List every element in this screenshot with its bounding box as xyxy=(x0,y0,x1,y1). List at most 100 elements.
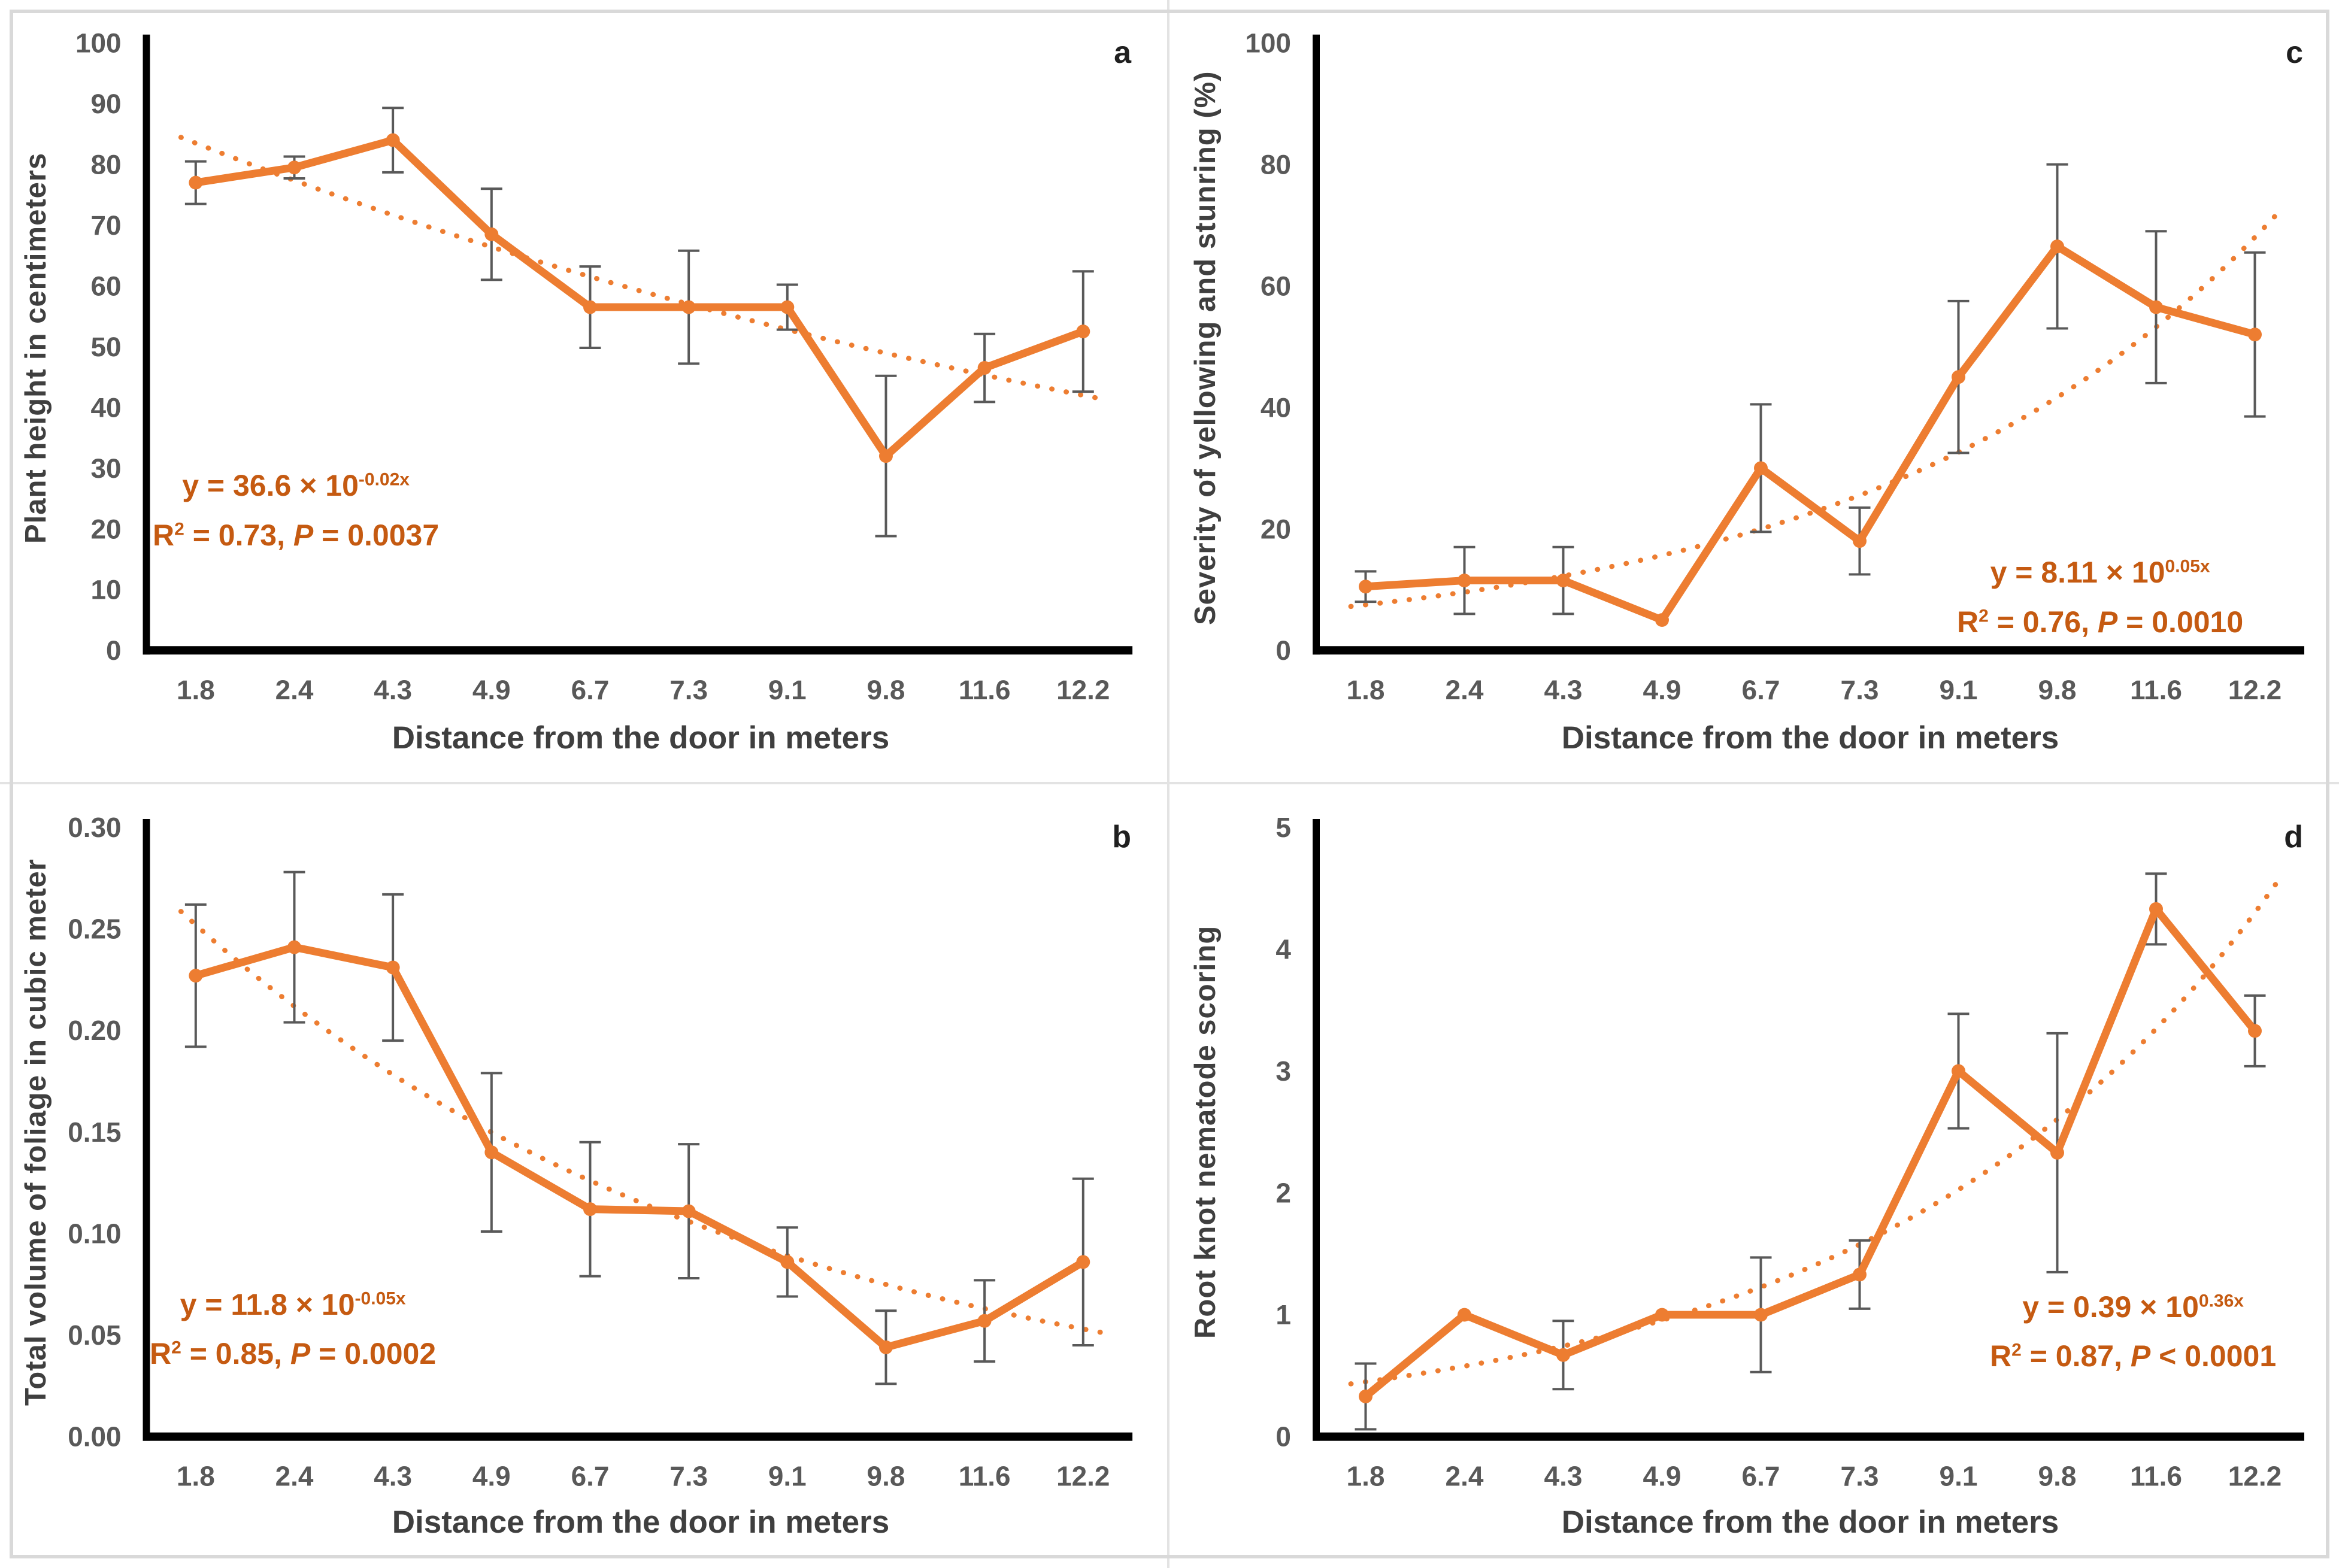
data-point xyxy=(681,300,696,314)
y-tick-label: 80 xyxy=(1261,149,1291,180)
panel-letter: a xyxy=(1114,35,1131,70)
y-tick-label: 70 xyxy=(91,210,122,241)
data-point xyxy=(1556,1348,1570,1362)
chart-c-svg: 0 20 40 60 80 100 1.8 2.4 4.3 4.9 6.7 7.3 9.1 9.8 11.6… xyxy=(1245,28,2304,705)
data-point xyxy=(2149,300,2163,314)
r-label: R xyxy=(153,518,175,552)
data-point xyxy=(1458,574,1471,588)
regression-equation: y = 8.11 × 100.05x R2 = 0.76, P = 0.0010 xyxy=(1957,548,2243,647)
data-point xyxy=(780,300,795,314)
data-point xyxy=(1655,1308,1669,1322)
data-point xyxy=(2248,327,2262,342)
panel-b: 0.00 0.05 0.10 0.15 0.20 0.25 0.30 1.8 2.4 4.3 4.9… xyxy=(0,784,1170,1568)
x-tick-label: 1.8 xyxy=(177,674,215,705)
data-point xyxy=(386,960,400,975)
x-tick-label: 4.3 xyxy=(1544,1460,1583,1491)
y-axis-title: Plant height in centimeters xyxy=(20,152,52,544)
equation-line: y = 0.39 × 100.36x xyxy=(1990,1282,2276,1332)
data-point xyxy=(1952,370,1965,384)
r-value: = 0.73, xyxy=(184,518,293,552)
data-point xyxy=(1754,1308,1768,1322)
equation-lhs: y = 8.11 × 10 xyxy=(1990,556,2165,589)
x-tick-label: 12.2 xyxy=(2228,1460,2282,1491)
y-tick-label: 40 xyxy=(1261,392,1291,423)
r-value: = 0.76, xyxy=(1988,605,2098,639)
x-tick-label: 6.7 xyxy=(1742,1460,1780,1491)
equation-lhs: y = 11.8 × 10 xyxy=(180,1287,355,1321)
trend-line xyxy=(1348,881,2279,1387)
y-tick-label: 5 xyxy=(1275,811,1291,842)
data-point xyxy=(583,300,597,314)
equation-lhs: y = 36.6 × 10 xyxy=(182,469,359,502)
chart-b-svg: 0.00 0.05 0.10 0.15 0.20 0.25 0.30 1.8 2.4 4.3 4.9… xyxy=(68,811,1133,1491)
x-tick-label: 11.6 xyxy=(2130,674,2182,705)
x-tick-label: 9.8 xyxy=(2038,1460,2077,1491)
data-point xyxy=(878,1340,893,1354)
data-point xyxy=(1076,324,1090,339)
p-value: = 0.0037 xyxy=(313,518,440,552)
data-point xyxy=(2149,902,2163,916)
x-tick-label: 6.7 xyxy=(571,1460,610,1491)
data-point xyxy=(1556,574,1570,588)
data-point xyxy=(878,449,893,463)
p-value: = 0.0010 xyxy=(2117,605,2244,639)
r-label: R xyxy=(1957,605,1979,639)
equation-line: y = 36.6 × 10-0.02x xyxy=(153,461,439,511)
y-axis-title: Root knot nematode scoring xyxy=(1189,925,1222,1339)
x-tick-label: 4.9 xyxy=(1643,1460,1681,1491)
y-tick-label: 1 xyxy=(1275,1299,1291,1330)
data-point xyxy=(287,940,301,954)
trend-line xyxy=(1348,213,2279,609)
x-tick-label: 9.8 xyxy=(867,1460,905,1491)
y-tick-label: 60 xyxy=(1261,271,1291,302)
p-label: P xyxy=(293,518,314,552)
p-value: = 0.0002 xyxy=(310,1337,437,1370)
x-tick-label: 9.1 xyxy=(1940,674,1978,705)
y-tick-label: 60 xyxy=(91,271,122,302)
p-label: P xyxy=(2130,1339,2151,1373)
y-tick-label: 0 xyxy=(106,635,122,666)
data-point xyxy=(484,227,499,241)
equation-line: y = 8.11 × 100.05x xyxy=(1957,548,2243,598)
x-tick-label: 9.1 xyxy=(768,674,807,705)
panel-letter: b xyxy=(1112,819,1131,854)
regression-equation: y = 11.8 × 10-0.05x R2 = 0.85, P = 0.000… xyxy=(150,1280,436,1379)
data-line xyxy=(192,136,1087,460)
stats-line: R2 = 0.87, P < 0.0001 xyxy=(1990,1332,2276,1381)
r-sup: 2 xyxy=(2011,1340,2022,1360)
chart-d-svg: 0 1 2 3 4 5 1.8 2.4 4.3 4.9 6.7 7.3 9.1 9.8 11.6 12.2 xyxy=(1275,811,2304,1491)
data-point xyxy=(977,1314,992,1328)
y-tick-label: 2 xyxy=(1275,1177,1291,1208)
r-label: R xyxy=(1990,1339,2012,1373)
y-tick-label: 0.25 xyxy=(68,913,121,944)
y-tick-label: 100 xyxy=(75,28,122,59)
y-tick-label: 0.20 xyxy=(68,1015,121,1046)
data-point xyxy=(1655,613,1669,627)
data-point xyxy=(189,175,203,190)
y-tick-label: 4 xyxy=(1275,933,1291,965)
stats-line: R2 = 0.85, P = 0.0002 xyxy=(150,1329,436,1379)
x-tick-label: 2.4 xyxy=(275,674,314,705)
data-line xyxy=(192,943,1087,1351)
x-tick-label: 6.7 xyxy=(1742,674,1780,705)
x-tick-label: 4.9 xyxy=(1643,674,1681,705)
x-tick-label: 7.3 xyxy=(1841,674,1879,705)
y-tick-label: 0.05 xyxy=(68,1319,121,1350)
x-tick-label: 1.8 xyxy=(1347,1460,1385,1491)
x-tick-label: 9.8 xyxy=(867,674,905,705)
y-tick-label: 80 xyxy=(91,149,122,180)
data-point xyxy=(1952,1064,1965,1078)
data-point xyxy=(1853,534,1867,548)
x-tick-label: 7.3 xyxy=(669,674,708,705)
x-tick-label: 9.1 xyxy=(768,1460,807,1491)
equation-line: y = 11.8 × 10-0.05x xyxy=(150,1280,436,1330)
y-tick-label: 100 xyxy=(1245,28,1291,59)
y-tick-label: 90 xyxy=(91,88,122,119)
y-axis-title: Severity of yellowing and stunring (%) xyxy=(1189,71,1222,625)
data-point xyxy=(977,361,992,375)
x-tick-label: 2.4 xyxy=(1446,674,1484,705)
p-label: P xyxy=(2097,605,2118,639)
data-point xyxy=(386,133,400,147)
x-tick-label: 11.6 xyxy=(2130,1460,2182,1491)
